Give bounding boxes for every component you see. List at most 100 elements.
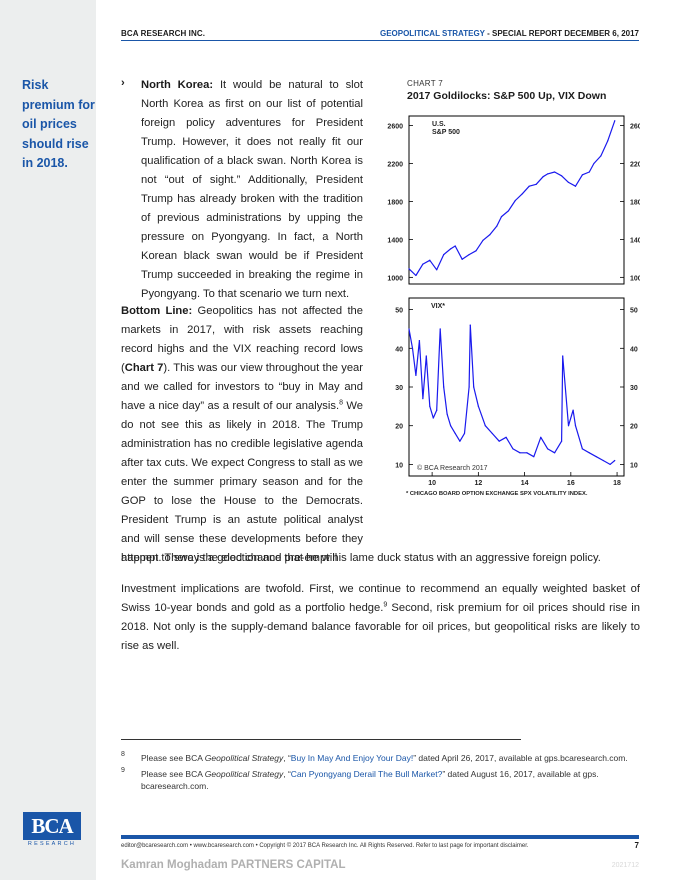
x-tick-label: 12 — [474, 480, 482, 487]
sp500-point — [461, 258, 463, 260]
vix-point — [519, 452, 521, 454]
vix-point — [498, 440, 500, 442]
vix-point — [491, 432, 493, 435]
footnote-link[interactable]: Can Pyongyang Derail The Bull Market? — [290, 769, 443, 779]
x-tick-label: 14 — [521, 480, 529, 487]
sp500-point — [581, 174, 583, 176]
chart-copyright: © BCA Research 2017 — [417, 464, 488, 472]
vix-point — [567, 425, 570, 427]
vix-point — [411, 347, 414, 349]
y-tick-label-right: 1000 — [630, 275, 640, 282]
sp500-point — [574, 185, 577, 187]
footnote-ref[interactable]: 8 — [339, 399, 343, 407]
sp500-series-line — [408, 120, 616, 277]
paragraph-text: It would be natural to slot North Korea … — [141, 79, 363, 300]
sp500-point — [547, 173, 549, 175]
x-tick-label: 18 — [613, 480, 621, 487]
sp500-point — [593, 162, 595, 165]
chart-7: 1000 1000 1400 1400 1800 1800 2200 2200 2600 2600… — [387, 115, 640, 497]
series-label: U.S. — [432, 121, 446, 128]
y-tick-label-left: 40 — [395, 346, 403, 353]
y-tick-label-left: 10 — [395, 462, 403, 469]
vix-point — [422, 398, 424, 400]
vix-point — [439, 328, 441, 330]
vix-point — [432, 417, 434, 419]
vix-point — [560, 440, 563, 442]
sp500-point — [429, 259, 431, 261]
y-tick-label-right: 30 — [630, 385, 638, 392]
vix-point — [459, 440, 461, 442]
series-label: S&P 500 — [432, 129, 460, 136]
paragraph-north-korea: North Korea: It would be natural to slot… — [141, 76, 363, 304]
sp500-point — [560, 175, 563, 177]
panel-frame — [408, 115, 625, 285]
footnote-number: 9 — [121, 767, 125, 774]
vix-point — [450, 425, 452, 427]
sp500-point — [521, 193, 523, 195]
y-tick-label-left: 1800 — [387, 199, 403, 206]
chart-reference-link[interactable]: Chart 7 — [124, 362, 164, 374]
footnote-text: Please see BCA — [141, 753, 205, 763]
sp500-point — [436, 269, 438, 271]
footnote-rule — [121, 739, 521, 740]
header-publisher: BCA RESEARCH INC. — [121, 29, 206, 38]
document-code: 2021712 — [611, 862, 639, 869]
bca-logo-subtitle: RESEARCH — [27, 841, 77, 847]
left-margin-bar — [0, 0, 96, 880]
footnote-link[interactable]: Buy In May And Enjoy Your Day! — [290, 753, 414, 763]
paragraph-investment-implications: Investment implications are twofold. Fir… — [121, 580, 640, 656]
x-tick-label: 16 — [567, 480, 575, 487]
footnote-text: ” dated April 26, 2017, available at gps… — [413, 753, 628, 763]
vix-point — [436, 409, 438, 411]
paragraph-text: ). This was our view throughout the year… — [121, 362, 364, 412]
y-tick-label-left: 2200 — [387, 161, 403, 168]
paragraph-bottom-line-continued: attempt to sway the election and pre-emp… — [121, 552, 601, 564]
y-tick-label-right: 1800 — [630, 199, 640, 206]
y-tick-label-left: 2600 — [387, 123, 403, 130]
sp500-point — [542, 176, 544, 178]
footnote-ref[interactable]: 9 — [383, 601, 388, 609]
chart-title: 2017 Goldilocks: S&P 500 Up, VIX Down — [407, 90, 607, 102]
footnote-text: Please see BCA — [141, 769, 205, 779]
vix-point — [512, 448, 514, 450]
vix-point — [526, 452, 528, 454]
licensee-watermark: Kamran Moghadam PARTNERS CAPITAL — [121, 859, 346, 871]
page-number: 7 — [634, 841, 639, 850]
y-tick-label-left: 50 — [395, 308, 403, 315]
footnote-publication: Geopolitical Strategy — [204, 769, 284, 779]
vix-point — [547, 448, 549, 450]
footnote-text: , “ — [283, 753, 291, 763]
header-rule — [121, 40, 639, 41]
vix-point — [463, 432, 466, 435]
y-tick-label-left: 1000 — [387, 275, 403, 282]
paragraph-text: We do not see this as likely in 2018. Th… — [121, 400, 363, 564]
paragraph-text: Second, risk premium for oil prices shou… — [121, 602, 641, 652]
series-label: VIX* — [431, 303, 445, 310]
vix-point — [415, 374, 417, 376]
sp500-point — [614, 120, 616, 122]
sp500-point — [554, 171, 556, 173]
vix-point — [468, 386, 470, 388]
chart-number: CHART 7 — [407, 79, 444, 88]
sp500-point — [450, 248, 452, 250]
sp500-point — [514, 199, 516, 202]
vix-point — [595, 456, 597, 458]
sp500-point — [588, 171, 590, 173]
y-tick-label-right: 50 — [630, 308, 638, 315]
vix-point — [574, 425, 577, 427]
x-tick-label: 10 — [428, 480, 436, 487]
sp500-point — [454, 245, 456, 247]
sp500-point — [468, 253, 470, 256]
paragraph-lead: North Korea: — [141, 79, 214, 91]
footnote-number: 8 — [121, 751, 125, 758]
y-tick-label-left: 30 — [395, 385, 403, 392]
vix-point — [418, 339, 421, 342]
vix-point — [454, 432, 456, 435]
header-report-info: GEOPOLITICAL STRATEGY - SPECIAL REPORT D… — [380, 29, 639, 38]
footnote-publication: Geopolitical Strategy — [204, 753, 284, 763]
sp500-point — [600, 155, 602, 157]
paragraph-bottom-line: Bottom Line: Geopolitics has not affecte… — [121, 302, 363, 568]
vix-point — [446, 413, 448, 415]
vix-series-line — [408, 324, 616, 465]
paragraph-text: Geopolitics has not affected the markets… — [121, 305, 363, 374]
